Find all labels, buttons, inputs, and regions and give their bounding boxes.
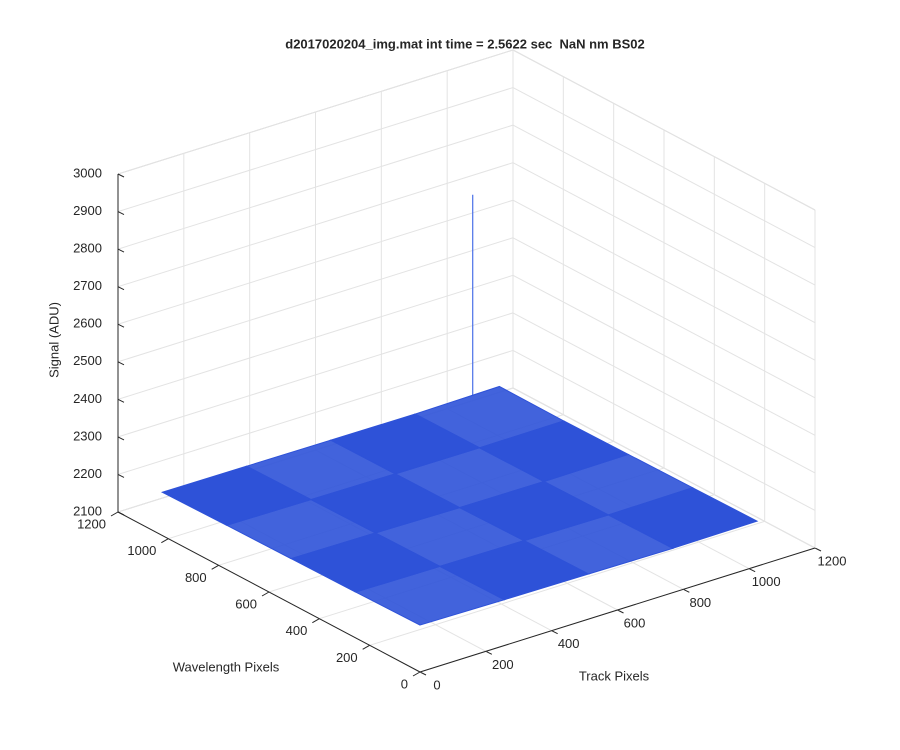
tick-mark — [814, 547, 822, 552]
grid-line — [117, 349, 514, 475]
z-tick-label: 2200 — [73, 466, 102, 481]
z-tick-label: 2800 — [73, 241, 102, 256]
tick-mark — [117, 436, 125, 441]
tick-mark — [117, 211, 125, 216]
z-axis-label: Signal (ADU) — [46, 302, 61, 378]
grid-line — [117, 199, 514, 325]
x-tick-label: 800 — [689, 595, 711, 610]
grid-line — [369, 520, 765, 646]
z-tick-label: 2400 — [73, 391, 102, 406]
x-tick-label: 1200 — [818, 553, 847, 568]
z-tick-label: 2300 — [73, 428, 102, 443]
y-tick-label: 0 — [401, 676, 408, 691]
tick-mark — [362, 644, 370, 650]
y-tick-label: 1000 — [127, 543, 156, 558]
grid-line — [512, 87, 816, 248]
tick-mark — [117, 323, 125, 328]
z-tick-label: 2100 — [73, 503, 102, 518]
tick-mark — [419, 671, 427, 676]
tick-mark — [117, 361, 125, 366]
y-tick-label: 400 — [286, 623, 308, 638]
x-axis-label: Track Pixels — [579, 668, 650, 683]
tick-mark — [117, 248, 125, 253]
grid-line — [512, 49, 816, 211]
grid-line — [117, 49, 514, 175]
tick-mark — [117, 286, 125, 291]
x-tick-label: 400 — [558, 636, 580, 651]
y-tick-label: 1200 — [77, 516, 106, 531]
x-tick-label: 600 — [624, 615, 646, 630]
x-axis — [419, 547, 816, 673]
grid-line — [512, 274, 816, 436]
x-tick-label: 0 — [433, 677, 440, 692]
grid-line — [117, 274, 514, 400]
grid-line — [117, 312, 514, 438]
grid-line — [512, 162, 816, 324]
grid-line — [117, 162, 514, 288]
z-tick-label: 2600 — [73, 316, 102, 331]
tick-mark — [412, 671, 421, 677]
chart-title: d2017020204_img.mat int time = 2.5622 se… — [285, 36, 645, 51]
y-axis-label: Wavelength Pixels — [173, 659, 280, 674]
grid-line — [512, 312, 816, 474]
grid-line — [512, 350, 816, 511]
grid-line — [512, 124, 816, 286]
grid-line — [117, 87, 514, 213]
grid-line — [117, 124, 514, 250]
tick-mark — [312, 618, 320, 624]
y-axis — [117, 511, 421, 673]
tick-mark — [117, 398, 125, 403]
x-tick-label: 200 — [492, 657, 514, 672]
y-tick-label: 200 — [336, 650, 358, 665]
tick-mark — [683, 588, 690, 593]
tick-mark — [485, 650, 493, 655]
tick-mark — [117, 473, 125, 478]
grid-line — [512, 237, 816, 399]
tick-mark — [748, 568, 756, 573]
z-tick-label: 3000 — [73, 165, 102, 180]
tick-mark — [617, 609, 624, 614]
tick-mark — [161, 538, 169, 544]
y-tick-label: 800 — [185, 570, 207, 585]
tick-mark — [261, 591, 270, 597]
z-tick-label: 2700 — [73, 278, 102, 293]
tick-mark — [117, 173, 125, 178]
tick-mark — [110, 511, 119, 517]
grid-line — [512, 199, 816, 361]
grid-line — [512, 387, 816, 549]
z-tick-label: 2900 — [73, 203, 102, 218]
z-tick-label: 2500 — [73, 353, 102, 368]
tick-mark — [211, 564, 219, 570]
y-tick-label: 600 — [235, 596, 257, 611]
tick-mark — [551, 630, 558, 635]
x-tick-label: 1000 — [752, 574, 781, 589]
grid-line — [117, 237, 514, 363]
surface-patch — [354, 565, 506, 626]
